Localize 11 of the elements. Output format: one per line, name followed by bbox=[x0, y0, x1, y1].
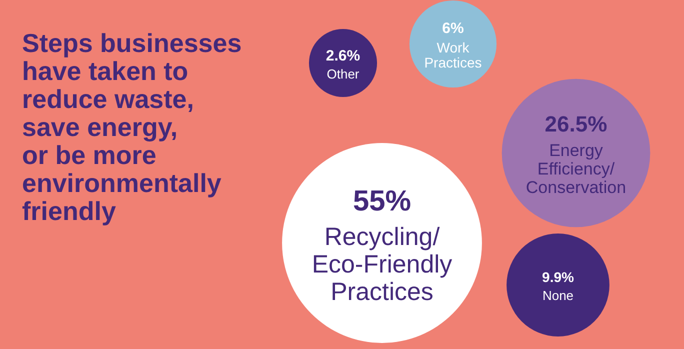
category-label: Energy Efficiency/ Conservation bbox=[526, 140, 626, 198]
category-label: None bbox=[542, 288, 574, 303]
data-label: 6% bbox=[442, 20, 464, 38]
data-label: 9.9% bbox=[542, 269, 574, 286]
data-label: 2.6% bbox=[326, 47, 360, 64]
data-label: 55% bbox=[352, 185, 412, 218]
category-label: Recycling/ Eco-Friendly Practices bbox=[312, 223, 453, 306]
data-label: 26.5% bbox=[544, 112, 608, 137]
category-label: Work Practices bbox=[424, 39, 482, 71]
text: Steps businesses have taken to reduce waste, save energy, or be more environmentally friendly bbox=[22, 28, 242, 226]
category-label: Other bbox=[326, 66, 360, 82]
